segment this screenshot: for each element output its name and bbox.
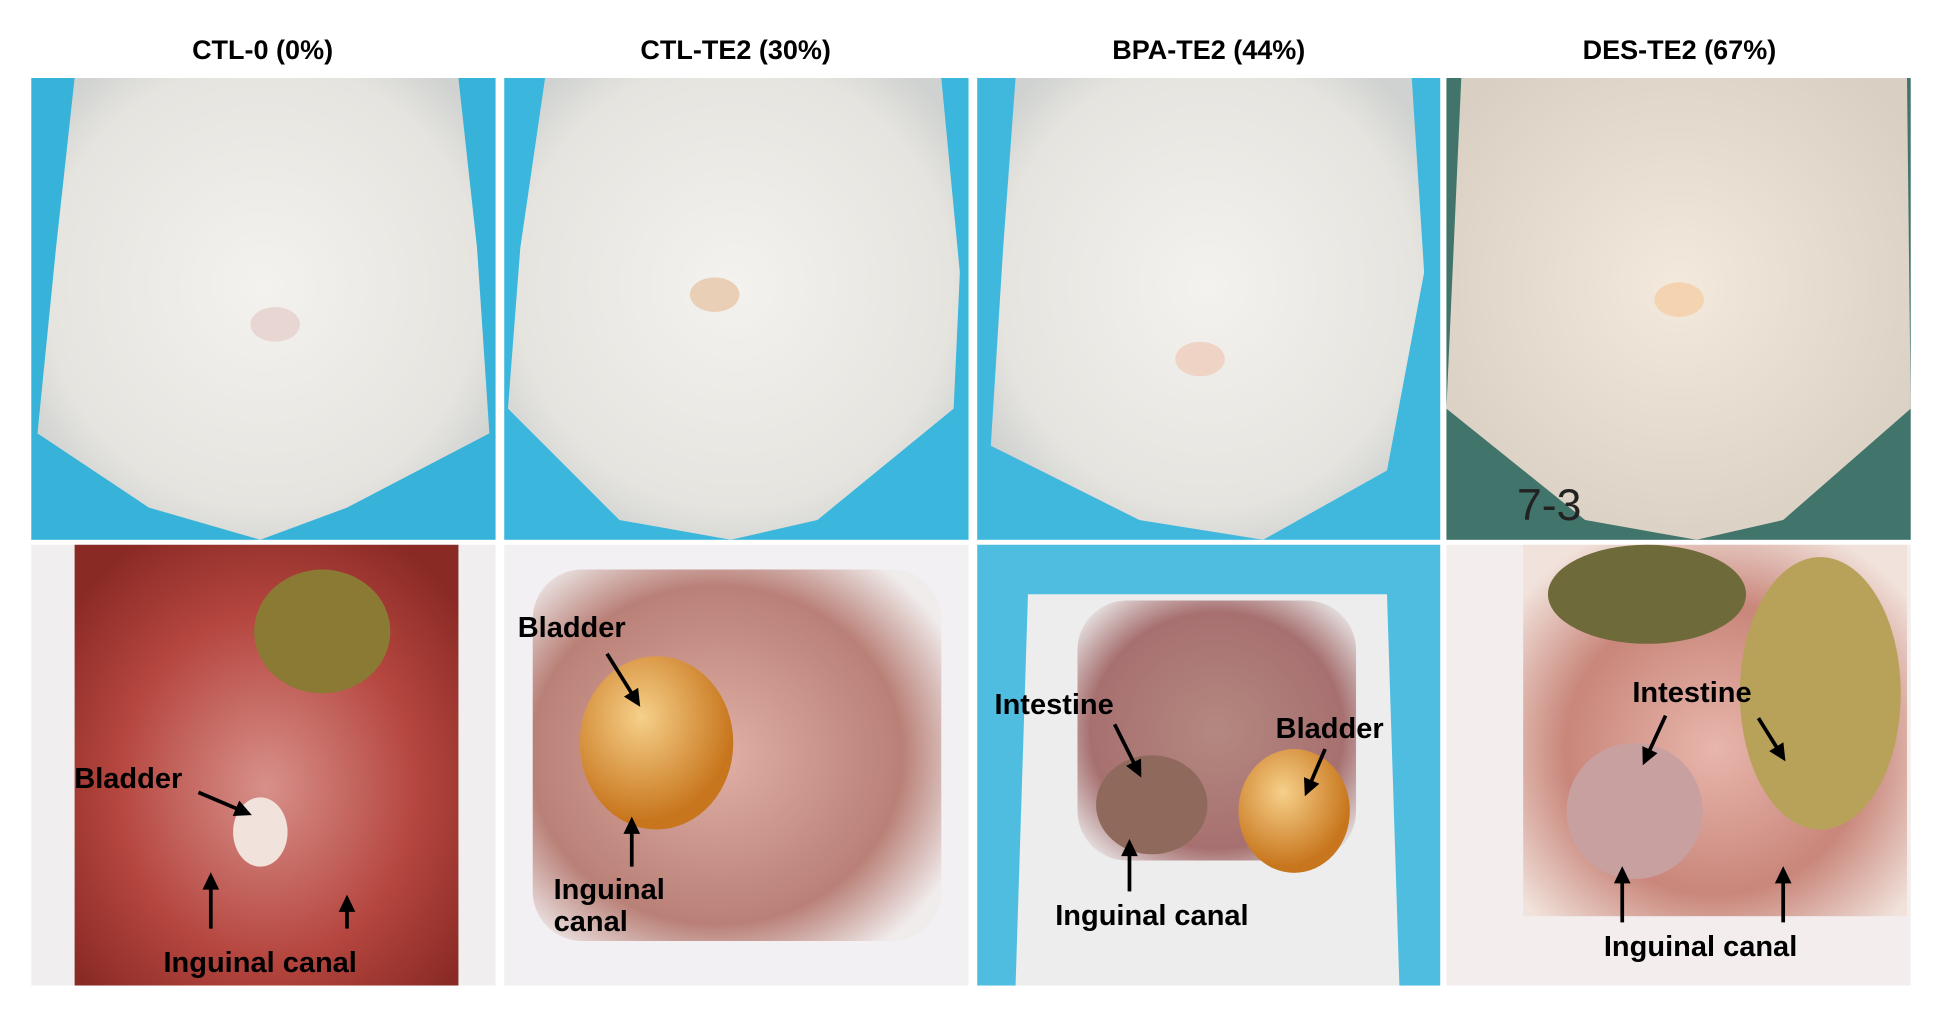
arrow-head (1121, 838, 1138, 857)
arrow-head (1774, 866, 1792, 884)
annotation: Inguinal canal (1055, 900, 1249, 933)
annotation: Bladder (74, 762, 183, 795)
annotation: Inguinal canal (163, 947, 357, 980)
arrow-head (623, 816, 641, 834)
arrow-head (338, 894, 356, 912)
panel-title: BPA-TE2 (44%) (1112, 34, 1306, 65)
arrow-head (202, 872, 220, 890)
panel-title: DES-TE2 (67%) (1582, 34, 1777, 65)
arrows (197, 652, 1792, 929)
arrow-head (623, 687, 641, 707)
annotation: Inguinal canal (553, 874, 665, 939)
arrow-head (1126, 758, 1142, 778)
arrow-head (1642, 746, 1658, 766)
annotation: Inguinal canal (1603, 931, 1798, 964)
panel-title: CTL-0 (0%) (192, 34, 334, 65)
arrow-head (1769, 742, 1786, 762)
photos: 7-3 (31, 78, 1911, 986)
photo-text: 7-3 (1517, 481, 1581, 530)
arrow-head (1303, 777, 1320, 797)
annotation: Intestine (1632, 677, 1752, 710)
annotation: Bladder (517, 611, 626, 644)
arrow-head (232, 800, 252, 817)
panel-title: CTL-TE2 (30%) (640, 34, 831, 65)
annotation: Intestine (994, 688, 1114, 721)
arrow-head (1613, 866, 1631, 884)
annotation: Bladder (1275, 713, 1384, 746)
